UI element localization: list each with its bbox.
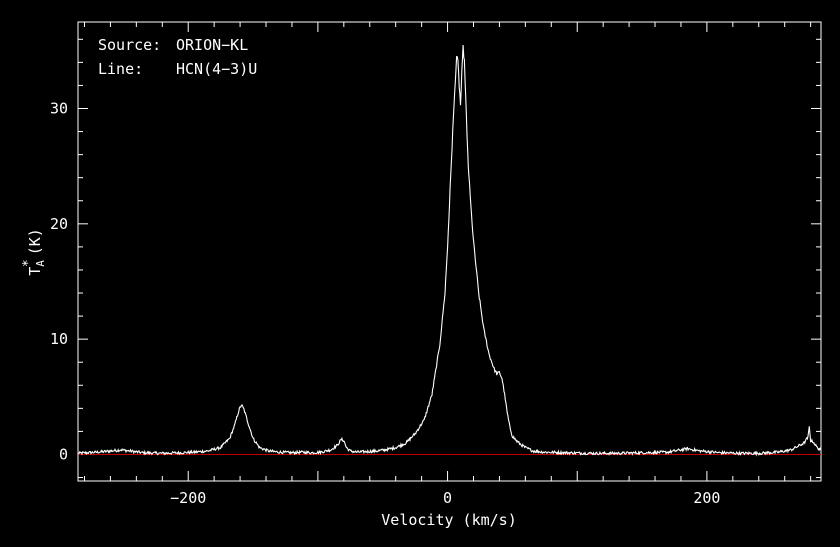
y-tick-label: 0 [59, 445, 68, 463]
svg-text:TA*(K): TA* (K) [21, 228, 47, 276]
line-label: Line: [98, 60, 143, 78]
x-tick-label: −200 [170, 489, 206, 507]
tick-marks [78, 22, 821, 481]
y-tick-label: 30 [50, 99, 68, 117]
y-axis-label-sub: A [34, 260, 47, 267]
y-axis-label-symbol: T [26, 267, 44, 276]
y-tick-label: 10 [50, 330, 68, 348]
plot-frame [77, 21, 822, 482]
source-label: Source: [98, 36, 161, 54]
source-value: ORION−KL [176, 36, 248, 54]
x-tick-label: 0 [443, 489, 452, 507]
y-tick-label: 20 [50, 215, 68, 233]
line-value: HCN(4−3)U [176, 60, 257, 78]
x-axis-label: Velocity (km/s) [381, 511, 516, 529]
y-axis-label: TA* (K) [21, 228, 47, 276]
y-axis-label-sup: * [21, 259, 36, 267]
spectrum-line [77, 44, 822, 457]
x-tick-label: 200 [693, 489, 720, 507]
y-axis-label-unit: (K) [26, 228, 44, 255]
tick-labels: −200 0 200 0 10 20 30 [50, 99, 721, 507]
